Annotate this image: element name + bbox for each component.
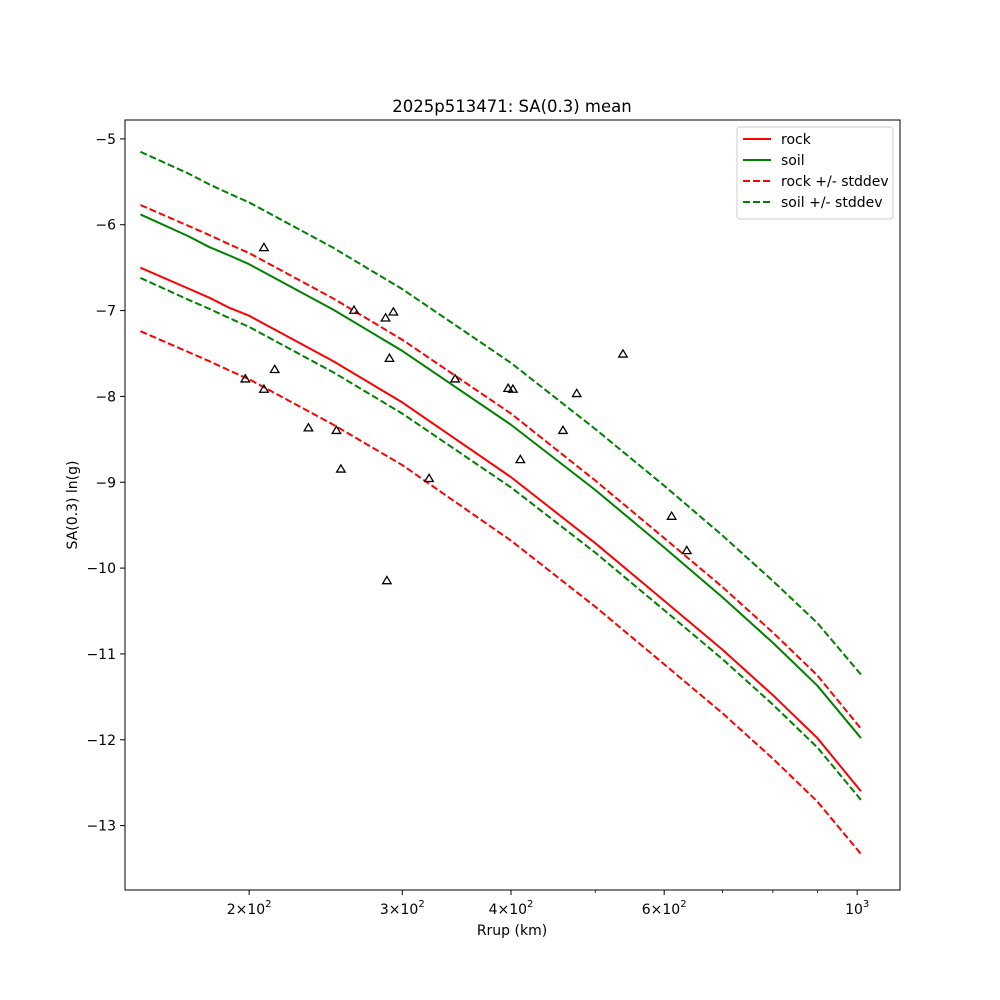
legend-label-rock: rock <box>781 132 812 148</box>
observation-marker-19 <box>571 388 583 398</box>
observation-marker-22 <box>681 545 693 555</box>
y-axis-label: SA(0.3) ln(g) <box>65 461 81 550</box>
observation-marker-10 <box>387 306 399 316</box>
series-line-rock <box>140 266 862 792</box>
chart-title: 2025p513471: SA(0.3) mean <box>392 97 631 116</box>
y-tick-label: −8 <box>95 389 116 405</box>
y-tick-label: −7 <box>95 304 116 320</box>
x-tick-label: 103 <box>845 899 869 918</box>
observation-marker-21 <box>666 510 678 520</box>
plot-area <box>140 150 862 855</box>
legend-box <box>736 126 894 220</box>
observation-marker-14 <box>449 373 461 383</box>
y-tick-label: −5 <box>95 132 116 148</box>
y-tick-label: −12 <box>86 733 116 749</box>
observation-marker-12 <box>381 575 393 585</box>
observation-marker-5 <box>303 422 314 432</box>
y-axis: −5 −6 −7 −8 −9 −10 −11 −12 −13 <box>86 132 125 835</box>
x-axis: 2×102 3×102 4×102 6×102 103 <box>227 890 869 918</box>
observation-marker-6 <box>331 424 342 435</box>
series-line-soil-stddev-lower <box>140 277 862 801</box>
x-tick-label: 2×102 <box>227 899 272 918</box>
observation-marker-16 <box>507 383 519 393</box>
observation-marker-2 <box>239 373 251 383</box>
legend-label-soil-stddev: soil +/- stddev <box>781 195 883 211</box>
legend-label-rock-stddev: rock +/- stddev <box>781 174 889 190</box>
observation-marker-18 <box>557 424 569 435</box>
y-tick-label: −11 <box>86 647 116 663</box>
observation-marker-17 <box>514 454 526 464</box>
x-tick-label: 4×102 <box>489 899 534 918</box>
observation-marker-9 <box>380 312 391 322</box>
observation-marker-3 <box>258 383 270 393</box>
observation-marker-20 <box>617 348 629 358</box>
observation-marker-4 <box>269 364 281 374</box>
y-tick-label: −10 <box>86 561 116 577</box>
y-tick-label: −9 <box>95 475 116 491</box>
y-tick-label: −6 <box>95 218 116 234</box>
observation-marker-15 <box>502 382 514 393</box>
legend-label-soil: soil <box>781 153 805 169</box>
series-line-rock-stddev <box>140 204 862 730</box>
observation-marker-11 <box>384 352 395 362</box>
observation-marker-13 <box>423 473 435 483</box>
observation-marker-7 <box>335 463 347 473</box>
plot-frame <box>124 119 901 891</box>
legend: rock soil rock +/- stddev soil +/- stddev <box>736 126 894 220</box>
series-line-rock-stddev-lower <box>140 330 862 855</box>
x-tick-label: 3×102 <box>380 899 425 918</box>
x-tick-label: 6×102 <box>642 899 687 918</box>
observation-marker-8 <box>348 304 360 314</box>
y-tick-label: −13 <box>86 819 116 835</box>
series-line-soil-stddev <box>140 150 862 676</box>
series-line-soil <box>140 213 862 739</box>
observation-marker-1 <box>258 242 270 252</box>
x-axis-label: Rrup (km) <box>477 923 547 939</box>
